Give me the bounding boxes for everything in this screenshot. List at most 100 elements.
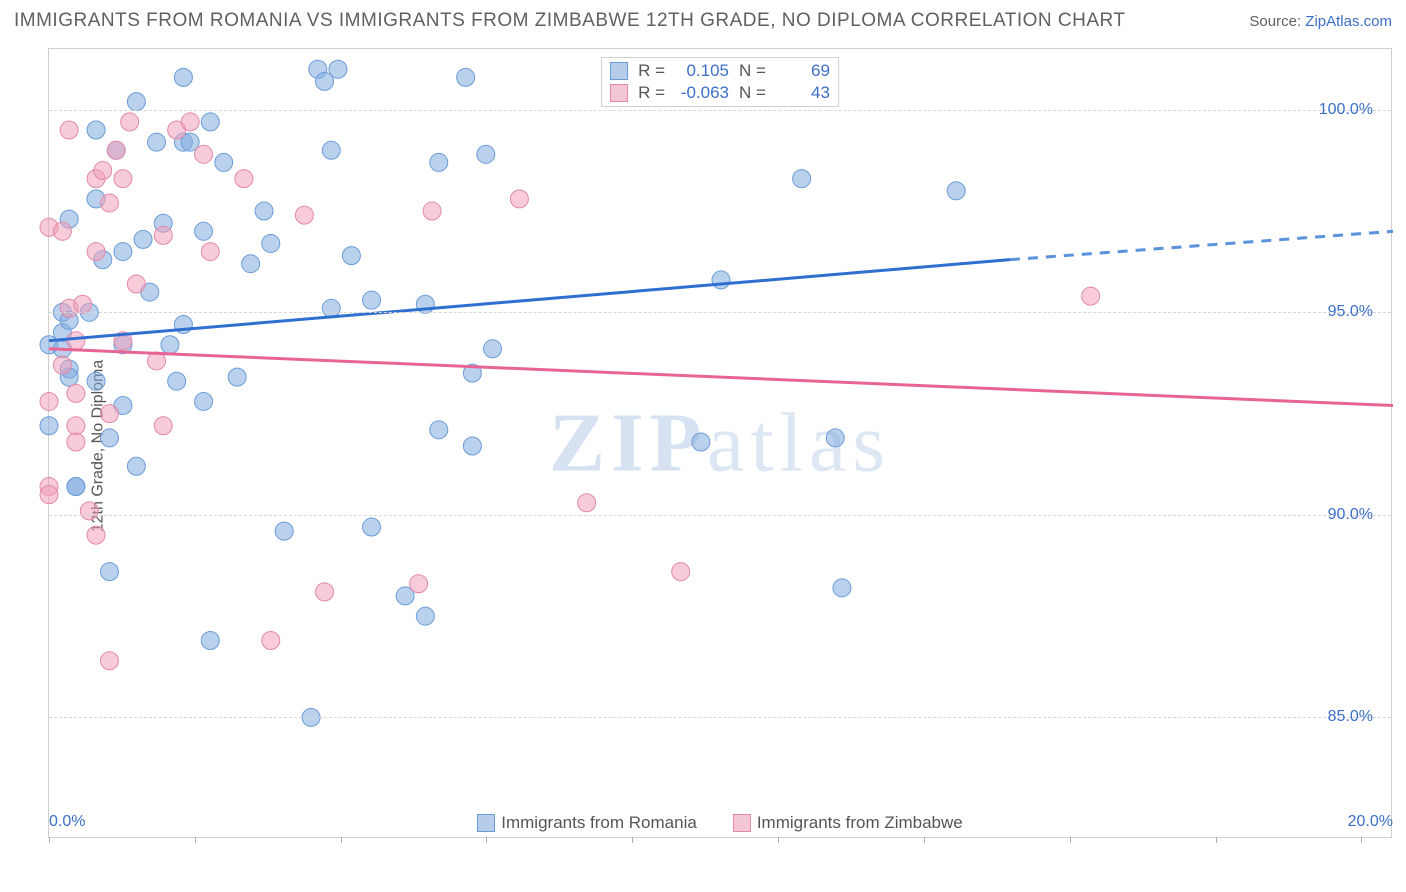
scatter-point-zimbabwe <box>67 384 85 402</box>
legend-n-label: N = <box>739 83 766 103</box>
scatter-point-zimbabwe <box>60 121 78 139</box>
gridline-h <box>49 515 1391 516</box>
x-tick <box>778 837 779 843</box>
scatter-point-romania <box>201 113 219 131</box>
scatter-point-zimbabwe <box>127 275 145 293</box>
scatter-point-romania <box>195 392 213 410</box>
x-tick <box>1070 837 1071 843</box>
scatter-point-zimbabwe <box>672 563 690 581</box>
scatter-point-zimbabwe <box>121 113 139 131</box>
scatter-point-romania <box>228 368 246 386</box>
scatter-point-romania <box>363 291 381 309</box>
scatter-point-zimbabwe <box>80 502 98 520</box>
legend-r-label: R = <box>638 83 665 103</box>
scatter-point-zimbabwe <box>100 194 118 212</box>
scatter-point-romania <box>430 421 448 439</box>
scatter-point-romania <box>947 182 965 200</box>
scatter-point-romania <box>484 340 502 358</box>
scatter-point-romania <box>195 222 213 240</box>
scatter-point-romania <box>174 68 192 86</box>
source-link[interactable]: ZipAtlas.com <box>1305 13 1392 30</box>
scatter-point-romania <box>154 214 172 232</box>
scatter-point-zimbabwe <box>423 202 441 220</box>
x-tick <box>486 837 487 843</box>
scatter-point-romania <box>833 579 851 597</box>
scatter-point-zimbabwe <box>100 405 118 423</box>
scatter-point-zimbabwe <box>40 486 58 504</box>
scatter-point-romania <box>53 340 71 358</box>
scatter-point-romania <box>477 145 495 163</box>
scatter-point-romania <box>87 190 105 208</box>
watermark: ZIPatlas <box>549 395 891 492</box>
scatter-point-zimbabwe <box>195 145 213 163</box>
scatter-point-romania <box>457 68 475 86</box>
scatter-point-romania <box>416 295 434 313</box>
scatter-point-romania <box>67 478 85 496</box>
x-tick-label: 20.0% <box>1348 813 1393 831</box>
scatter-point-zimbabwe <box>578 494 596 512</box>
scatter-point-zimbabwe <box>67 332 85 350</box>
legend-label: Immigrants from Zimbabwe <box>757 813 963 833</box>
scatter-point-romania <box>100 563 118 581</box>
legend-r-value: 0.105 <box>671 61 729 81</box>
scatter-point-romania <box>60 210 78 228</box>
scatter-point-romania <box>148 133 166 151</box>
scatter-point-zimbabwe <box>181 113 199 131</box>
x-tick <box>49 837 50 843</box>
scatter-point-zimbabwe <box>74 295 92 313</box>
legend-stats-row-romania: R = 0.105 N = 69 <box>610 60 830 82</box>
legend-swatch-zimbabwe <box>733 814 751 832</box>
scatter-point-romania <box>826 429 844 447</box>
scatter-point-zimbabwe <box>201 243 219 261</box>
scatter-point-zimbabwe <box>154 226 172 244</box>
scatter-point-romania <box>60 368 78 386</box>
scatter-point-romania <box>174 315 192 333</box>
legend-stats: R = 0.105 N = 69 R = -0.063 N = 43 <box>601 57 839 107</box>
scatter-point-zimbabwe <box>410 575 428 593</box>
scatter-point-romania <box>316 72 334 90</box>
scatter-point-romania <box>174 133 192 151</box>
scatter-point-zimbabwe <box>295 206 313 224</box>
legend-n-label: N = <box>739 61 766 81</box>
source-label: Source: <box>1249 13 1301 30</box>
scatter-point-romania <box>40 417 58 435</box>
trend-line-zimbabwe <box>49 349 1393 406</box>
scatter-point-zimbabwe <box>114 170 132 188</box>
scatter-point-romania <box>242 255 260 273</box>
chart-svg <box>49 49 1391 837</box>
chart-plot-area: ZIPatlas R = 0.105 N = 69 R = -0.063 N =… <box>48 48 1392 838</box>
scatter-point-romania <box>40 336 58 354</box>
y-tick-label: 95.0% <box>1328 303 1373 321</box>
scatter-point-romania <box>329 60 347 78</box>
scatter-point-zimbabwe <box>53 222 71 240</box>
scatter-point-zimbabwe <box>67 433 85 451</box>
source: Source: ZipAtlas.com <box>1249 13 1392 30</box>
scatter-point-zimbabwe <box>1082 287 1100 305</box>
scatter-point-zimbabwe <box>67 417 85 435</box>
legend-swatch-romania <box>477 814 495 832</box>
scatter-point-romania <box>255 202 273 220</box>
x-tick <box>195 837 196 843</box>
scatter-point-romania <box>53 324 71 342</box>
scatter-point-zimbabwe <box>510 190 528 208</box>
scatter-point-romania <box>127 457 145 475</box>
scatter-point-romania <box>322 299 340 317</box>
scatter-point-romania <box>60 360 78 378</box>
scatter-point-zimbabwe <box>87 170 105 188</box>
scatter-point-romania <box>322 141 340 159</box>
scatter-point-zimbabwe <box>148 352 166 370</box>
scatter-point-zimbabwe <box>40 218 58 236</box>
legend-swatch-romania <box>610 62 628 80</box>
chart-title: IMMIGRANTS FROM ROMANIA VS IMMIGRANTS FR… <box>14 10 1126 32</box>
scatter-point-zimbabwe <box>100 652 118 670</box>
scatter-point-romania <box>430 153 448 171</box>
x-tick <box>632 837 633 843</box>
scatter-point-romania <box>181 133 199 151</box>
scatter-point-romania <box>309 60 327 78</box>
x-tick <box>1216 837 1217 843</box>
scatter-point-romania <box>463 437 481 455</box>
scatter-point-zimbabwe <box>107 141 125 159</box>
scatter-point-romania <box>363 518 381 536</box>
scatter-point-romania <box>141 283 159 301</box>
legend-r-value: -0.063 <box>671 83 729 103</box>
